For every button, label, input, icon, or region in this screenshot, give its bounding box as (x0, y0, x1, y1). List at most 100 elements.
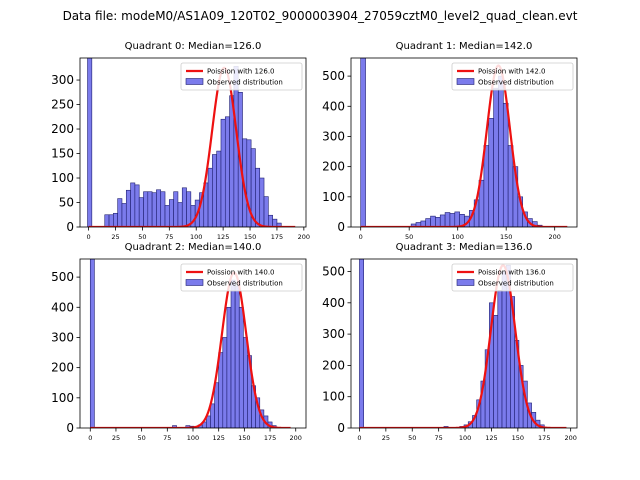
x-tick-label: 175 (271, 233, 283, 241)
histogram-bar (186, 191, 192, 227)
legend-label-observed: Observed distribution (478, 79, 554, 87)
figure-suptitle: Data file: modeM0/AS1A09_120T02_90000039… (63, 9, 578, 23)
poisson-curve (88, 66, 296, 227)
histogram-bar (444, 212, 451, 227)
histogram-bar (160, 191, 166, 227)
histogram-bar (502, 102, 509, 227)
legend-bar-swatch (185, 78, 204, 85)
x-tick-label: 200 (298, 233, 310, 241)
x-tick-label: 125 (212, 434, 224, 442)
histogram-bar (125, 189, 131, 227)
y-tick-label: 500 (322, 69, 345, 83)
histogram-bar (449, 213, 456, 227)
histogram-bar (117, 198, 123, 227)
panel-title: Quadrant 3: Median=136.0 (396, 242, 533, 253)
y-tick-label: 300 (322, 327, 345, 341)
x-tick-label: 0 (359, 233, 363, 241)
legend-label-observed: Observed distribution (478, 280, 554, 288)
y-tick-label: 300 (51, 73, 74, 87)
histogram-bar (425, 218, 431, 227)
y-tick-label: 0 (66, 220, 74, 234)
histogram-bar (234, 285, 240, 428)
histogram-bar (113, 212, 118, 227)
panel-quadrant-2: Quadrant 2: Median=140.00100200300400500… (51, 242, 307, 442)
x-tick-label: 100 (187, 434, 199, 442)
histogram-bar (359, 259, 364, 428)
x-tick-label: 200 (290, 434, 302, 442)
y-tick-label: 100 (51, 391, 74, 405)
y-tick-label: 500 (51, 270, 74, 284)
x-tick-label: 150 (238, 434, 250, 442)
axes-frame (350, 57, 578, 228)
legend-label-poisson: Poission with 126.0 (207, 68, 275, 76)
histogram-bar (501, 271, 507, 428)
legend-box (180, 263, 303, 292)
x-tick-label: 50 (137, 434, 145, 442)
x-tick-label: 125 (485, 434, 497, 442)
legend-label-observed: Observed distribution (207, 79, 283, 87)
histogram-bar (177, 202, 183, 227)
histogram-bar (483, 145, 490, 227)
histogram-bar (488, 118, 494, 227)
histogram-bar (222, 337, 228, 428)
histogram-bar (454, 211, 460, 227)
axes-frame (350, 258, 578, 429)
histogram-bar (224, 116, 230, 227)
histogram-bar (230, 279, 236, 428)
y-tick-label: 150 (51, 147, 74, 161)
histogram-bar (169, 199, 174, 227)
x-tick-label: 175 (264, 434, 276, 442)
histogram-bar (138, 197, 144, 227)
x-tick-label: 100 (451, 233, 463, 241)
y-tick-label: 400 (51, 300, 74, 314)
legend-box (451, 263, 574, 292)
y-tick-label: 200 (322, 358, 345, 372)
y-tick-label: 500 (322, 265, 345, 279)
histogram-bar (243, 337, 248, 428)
histogram-bar (259, 177, 265, 227)
histogram-bar (121, 203, 127, 227)
poisson-curve (359, 264, 567, 428)
histogram-bar (156, 189, 162, 227)
x-tick-label: 150 (500, 233, 512, 241)
histogram-bar (507, 145, 514, 227)
x-tick-label: 50 (408, 434, 416, 442)
histogram-bar (108, 214, 114, 227)
y-tick-label: 50 (59, 196, 74, 210)
x-tick-label: 50 (405, 233, 413, 241)
x-tick-label: 0 (87, 233, 91, 241)
histogram-bar (130, 182, 136, 227)
x-tick-label: 150 (244, 233, 256, 241)
histogram-bar (497, 289, 503, 428)
x-tick-label: 125 (217, 233, 229, 241)
x-tick-label: 0 (357, 434, 361, 442)
y-tick-label: 250 (51, 98, 74, 112)
y-tick-label: 400 (322, 296, 345, 310)
axes-frame (79, 57, 307, 228)
x-tick-label: 75 (435, 434, 443, 442)
panel-quadrant-0: Quadrant 0: Median=126.00501001502002503… (51, 41, 310, 241)
legend: Poission with 142.0 Observed distribution (451, 62, 574, 91)
histogram-bar (172, 425, 177, 428)
y-tick-label: 100 (322, 190, 345, 204)
y-tick-label: 300 (322, 129, 345, 143)
y-tick-label: 0 (337, 220, 345, 234)
histogram-bar (164, 205, 170, 227)
legend-bar-swatch (456, 78, 475, 85)
x-tick-label: 75 (163, 434, 171, 442)
x-tick-label: 75 (165, 233, 173, 241)
histogram-bar (238, 306, 244, 428)
x-tick-label: 0 (88, 434, 92, 442)
histogram-bar (220, 118, 226, 227)
x-tick-label: 100 (459, 434, 471, 442)
histogram-bar (272, 218, 278, 227)
histogram-bar (435, 217, 441, 227)
histogram-bar (134, 184, 140, 227)
histogram-bar (276, 222, 282, 227)
histogram-bar (147, 191, 153, 227)
histogram-bar (439, 214, 446, 227)
x-tick-label: 25 (111, 233, 119, 241)
y-tick-label: 400 (322, 99, 345, 113)
histogram-bar (214, 382, 219, 428)
